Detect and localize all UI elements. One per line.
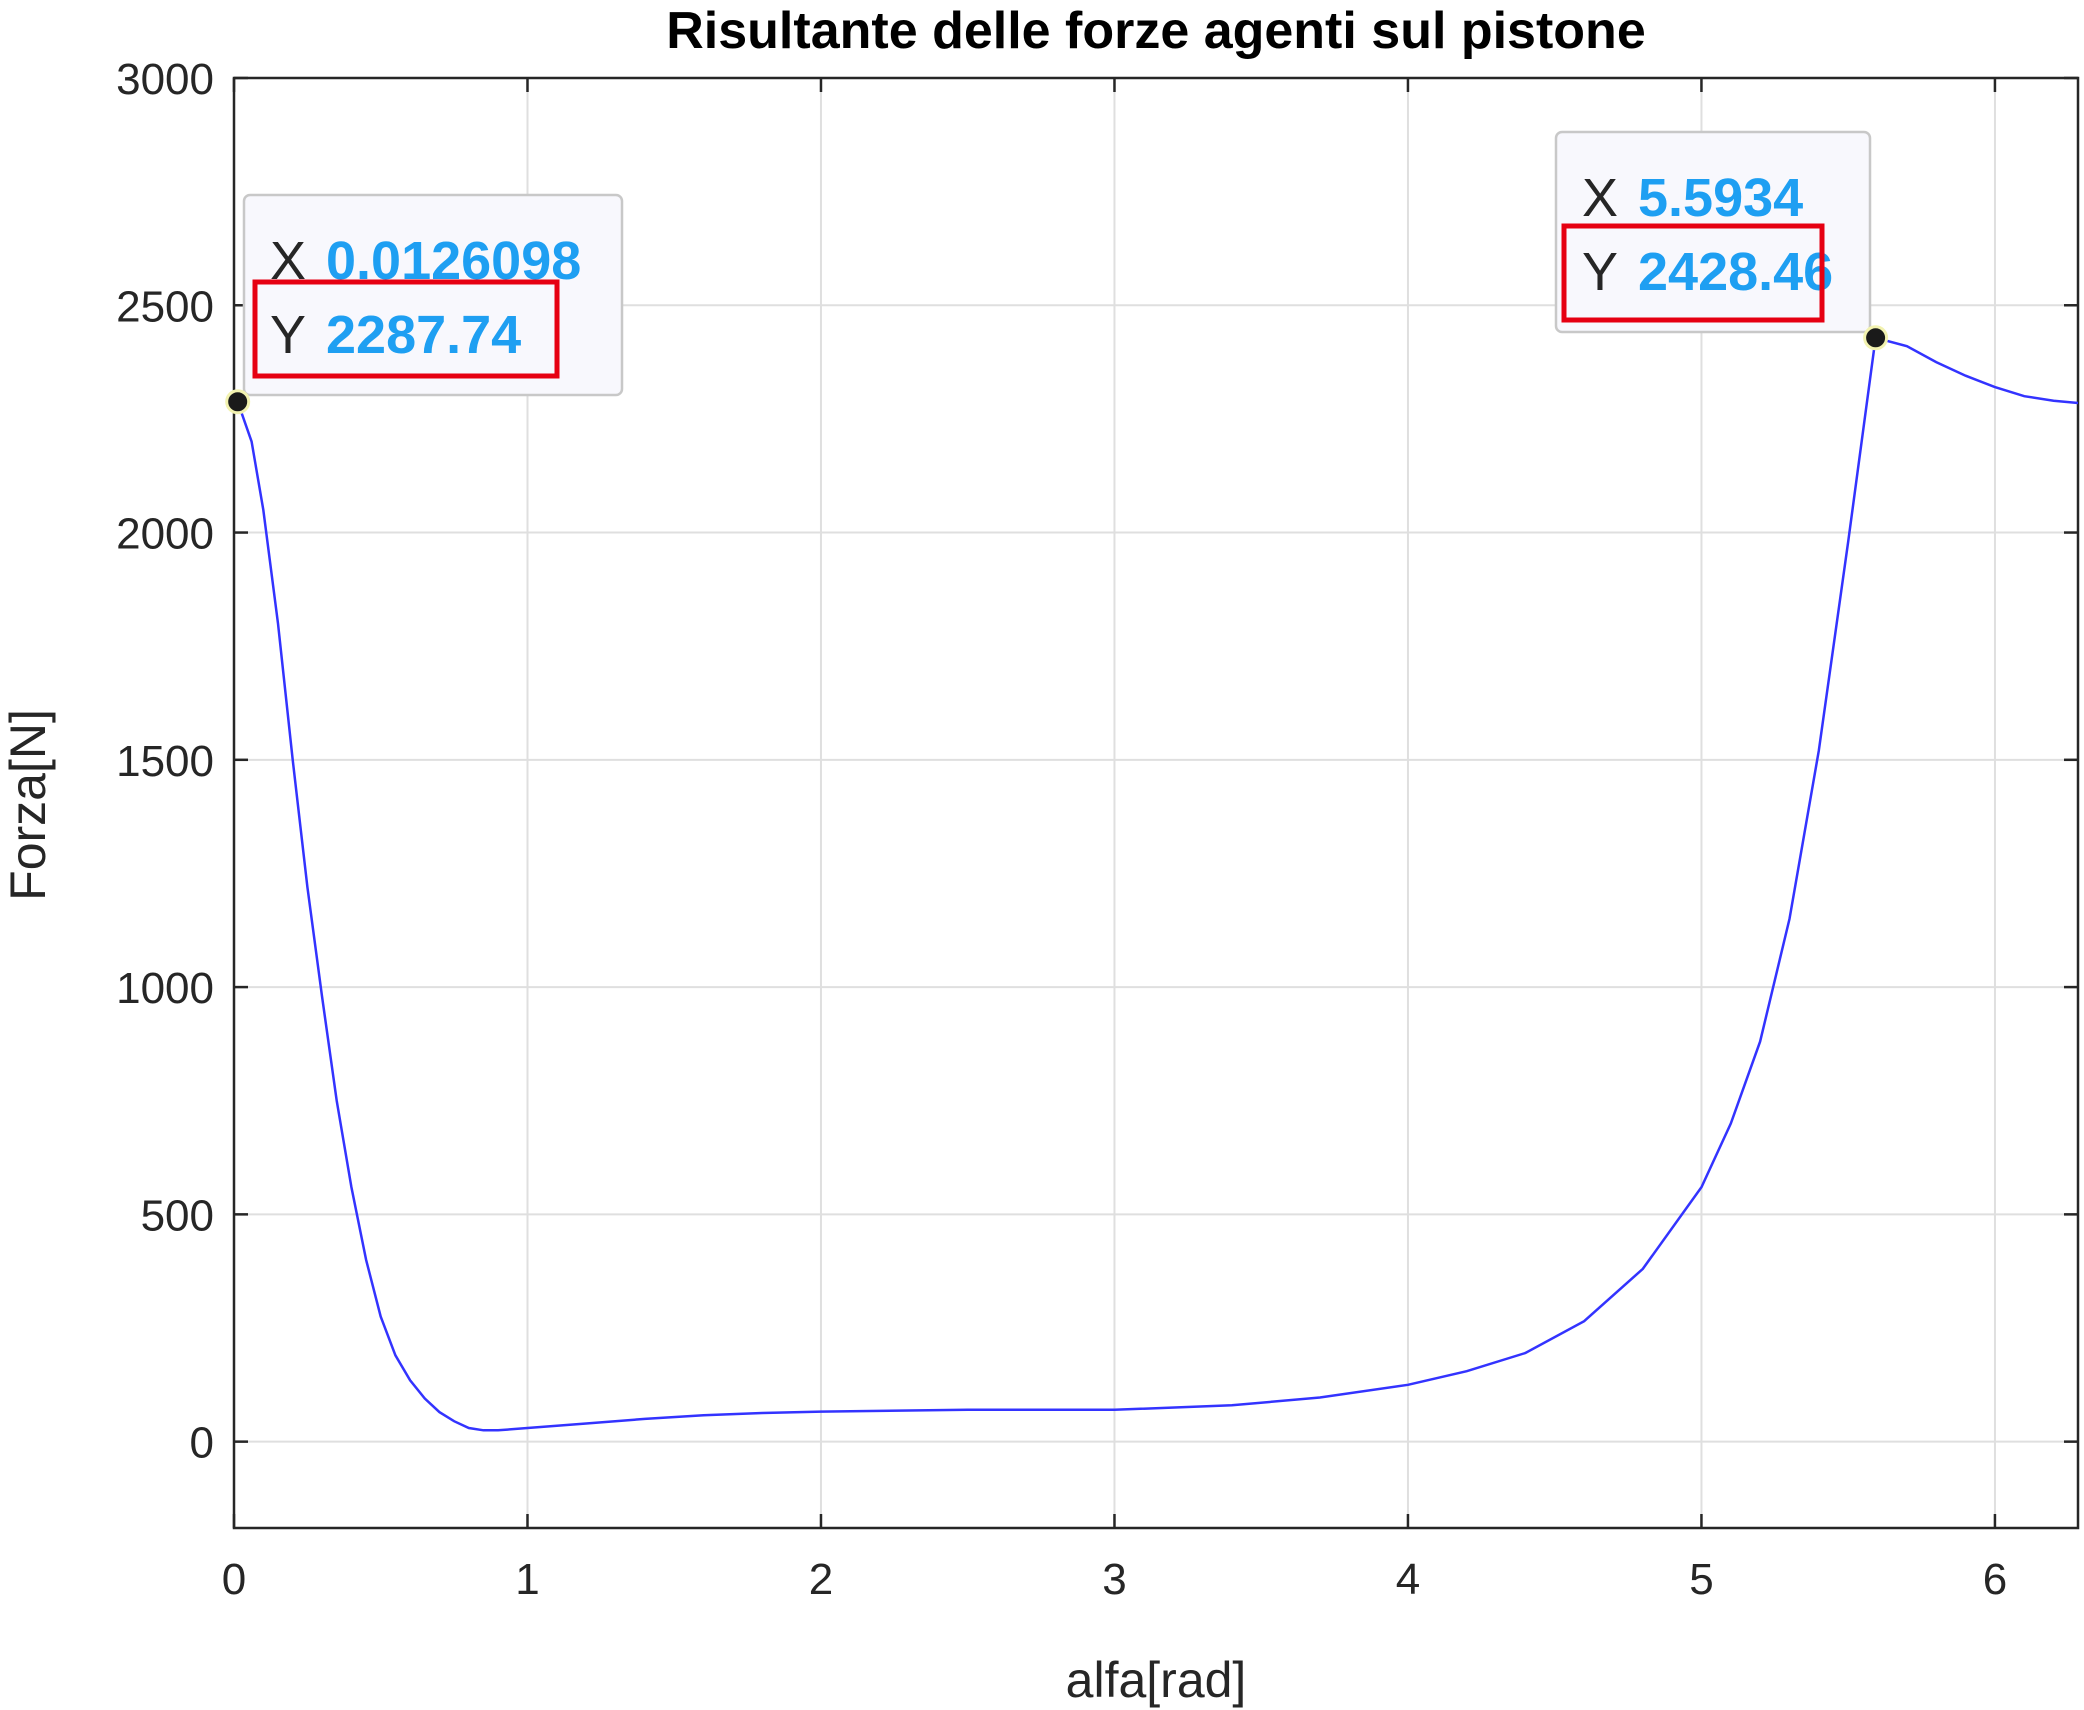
datatip-x-key: X (1582, 168, 1618, 228)
x-tick-label: 3 (1102, 1555, 1126, 1604)
y-tick-label: 0 (190, 1419, 214, 1468)
y-tick-label: 2500 (116, 282, 214, 331)
datatip-x-value: 5.5934 (1638, 168, 1803, 228)
axes-box (232, 76, 2080, 1530)
y-tick-label: 500 (141, 1191, 214, 1240)
datatip-marker (225, 389, 251, 415)
datatip-box (1554, 130, 1872, 334)
datatip-y-value: 2287.74 (326, 305, 521, 365)
x-tick-label: 6 (1983, 1555, 2007, 1604)
x-tick-label: 4 (1396, 1555, 1420, 1604)
series-line (232, 336, 2079, 1432)
datatip-y-key: Y (270, 305, 306, 365)
highlight-box (252, 279, 560, 379)
x-tick-label: 2 (809, 1555, 833, 1604)
x-axis-label: alfa[rad] (1066, 1652, 1247, 1708)
x-tick-label: 0 (222, 1555, 246, 1604)
datatip-y-value: 2428.46 (1638, 242, 1833, 302)
datatip-y-key: Y (1582, 242, 1618, 302)
y-tick-label: 1000 (116, 964, 214, 1013)
y-axis-label: Forza[N] (0, 709, 56, 901)
x-tick-label: 5 (1689, 1555, 1713, 1604)
datatip-box (242, 193, 624, 397)
chart-title: Risultante delle forze agenti sul piston… (666, 2, 1646, 60)
y-tick-label: 1500 (116, 737, 214, 786)
datatip-marker (1863, 325, 1889, 351)
x-tick-label: 1 (515, 1555, 539, 1604)
y-tick-label: 2000 (116, 510, 214, 559)
highlight-box (1561, 223, 1825, 323)
y-tick-label: 3000 (116, 55, 214, 104)
